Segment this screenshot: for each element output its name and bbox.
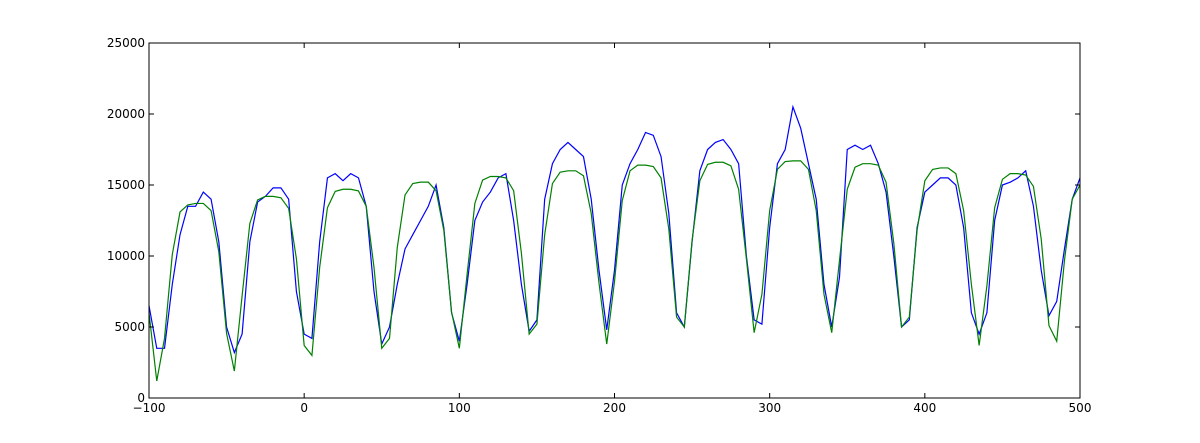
x-tick-label: 100	[448, 401, 471, 415]
x-tick-label: 200	[603, 401, 626, 415]
y-tick-label: 10000	[107, 249, 145, 263]
x-tick-label: 300	[758, 401, 781, 415]
x-tick-label: 400	[913, 401, 936, 415]
y-tick-label: 0	[137, 391, 145, 405]
y-tick-label: 25000	[107, 36, 145, 50]
y-tick-label: 15000	[107, 178, 145, 192]
x-tick-label: −100	[133, 401, 166, 415]
data-line	[148, 160, 1081, 382]
x-tick-label: 0	[300, 401, 308, 415]
y-tick-label: 20000	[107, 107, 145, 121]
x-tick-label: 500	[1069, 401, 1092, 415]
y-tick-label: 5000	[114, 320, 145, 334]
data-line	[148, 104, 1081, 355]
